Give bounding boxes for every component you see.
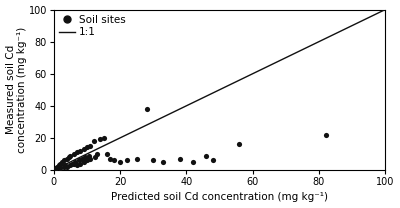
Point bbox=[67, 154, 74, 157]
Point bbox=[52, 167, 59, 170]
Point bbox=[57, 167, 64, 170]
Point bbox=[57, 162, 64, 165]
Point bbox=[104, 152, 110, 156]
Point bbox=[80, 147, 87, 151]
Point bbox=[74, 151, 80, 154]
Point bbox=[92, 155, 98, 159]
X-axis label: Predicted soil Cd concentration (mg kg⁻¹): Predicted soil Cd concentration (mg kg⁻¹… bbox=[111, 192, 328, 202]
Point bbox=[82, 155, 88, 159]
Point bbox=[203, 154, 210, 157]
Point bbox=[176, 157, 183, 160]
Point bbox=[117, 160, 123, 163]
Point bbox=[59, 160, 65, 163]
Point bbox=[64, 157, 70, 160]
Point bbox=[110, 159, 117, 162]
Point bbox=[236, 143, 243, 146]
Point bbox=[107, 157, 114, 160]
Point bbox=[56, 163, 62, 167]
Point bbox=[61, 165, 67, 168]
Point bbox=[67, 163, 74, 167]
Point bbox=[64, 165, 70, 168]
Point bbox=[77, 162, 84, 165]
Point bbox=[100, 136, 107, 140]
Legend: Soil sites, 1:1: Soil sites, 1:1 bbox=[57, 13, 128, 40]
Point bbox=[144, 107, 150, 111]
Point bbox=[84, 146, 90, 149]
Point bbox=[72, 160, 79, 163]
Point bbox=[94, 152, 100, 156]
Point bbox=[61, 159, 67, 162]
Point bbox=[79, 157, 85, 160]
Point bbox=[160, 160, 166, 163]
Point bbox=[69, 162, 75, 165]
Point bbox=[80, 160, 87, 163]
Point bbox=[86, 154, 92, 157]
Point bbox=[77, 149, 84, 152]
Point bbox=[87, 157, 94, 160]
Point bbox=[74, 163, 80, 167]
Point bbox=[322, 133, 329, 136]
Point bbox=[76, 159, 82, 162]
Point bbox=[190, 160, 196, 163]
Y-axis label: Measured soil Cd
concentration (mg kg⁻¹): Measured soil Cd concentration (mg kg⁻¹) bbox=[6, 27, 27, 153]
Point bbox=[210, 159, 216, 162]
Point bbox=[62, 163, 69, 167]
Point bbox=[150, 159, 156, 162]
Point bbox=[90, 139, 97, 143]
Point bbox=[54, 165, 60, 168]
Point bbox=[84, 159, 90, 162]
Point bbox=[66, 155, 72, 159]
Point bbox=[70, 152, 77, 156]
Point bbox=[87, 144, 94, 147]
Point bbox=[97, 138, 104, 141]
Point bbox=[134, 157, 140, 160]
Point bbox=[70, 162, 77, 165]
Point bbox=[124, 159, 130, 162]
